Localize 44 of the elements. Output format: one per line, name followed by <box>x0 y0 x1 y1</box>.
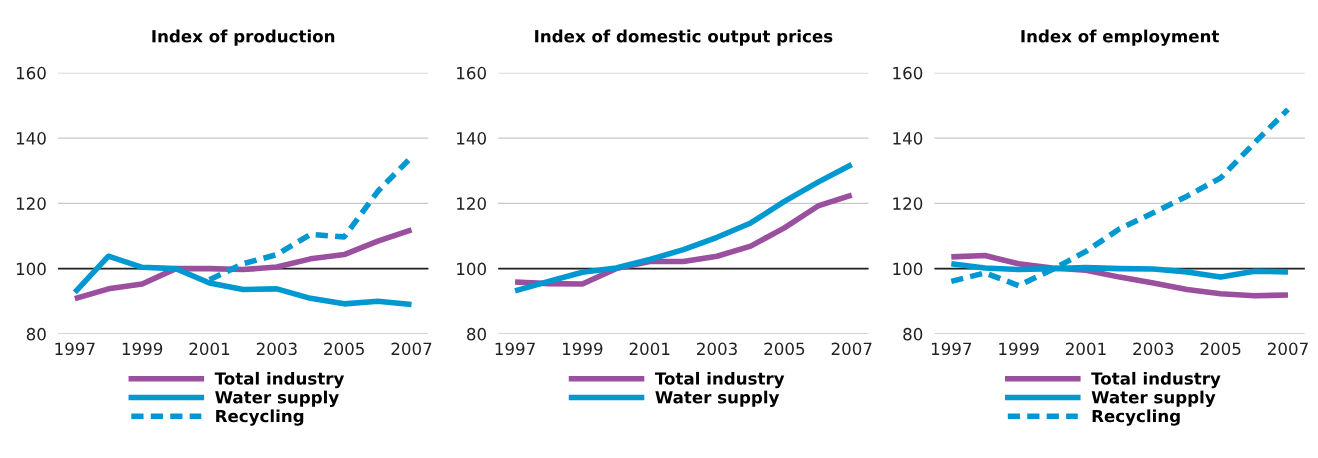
x-tick-label: 1999 <box>122 342 163 356</box>
legend-label: Total industry <box>654 371 785 389</box>
x-tick-label: 2003 <box>1133 342 1174 356</box>
x-tick-label: 1997 <box>495 342 535 356</box>
y-tick-label: 140 <box>16 132 46 145</box>
x-tick-label: 2001 <box>629 342 670 356</box>
y-tick-label: 160 <box>893 66 923 80</box>
x-tick-label: 1997 <box>55 342 95 356</box>
legend-label: Total industry <box>1091 371 1221 389</box>
y-tick-label: 140 <box>457 132 486 145</box>
y-tick-label: 80 <box>467 327 486 341</box>
legend-label: Recycling <box>1092 409 1180 426</box>
chart-title: Index of employment <box>1021 29 1219 46</box>
y-tick-label: 120 <box>893 197 923 210</box>
x-tick-label: 2007 <box>831 342 872 356</box>
x-tick-label: 1999 <box>563 342 603 356</box>
y-tick-label: 80 <box>26 327 46 341</box>
x-tick-label: 2003 <box>697 342 737 356</box>
legend-label: Water supply <box>1091 390 1216 407</box>
y-tick-label: 120 <box>457 197 486 210</box>
chart-title: Index of production <box>152 29 335 46</box>
y-tick-label: 120 <box>16 197 46 210</box>
x-tick-label: 2007 <box>1268 342 1308 356</box>
legend-label: Total industry <box>214 371 345 389</box>
x-tick-label: 2007 <box>391 342 432 356</box>
y-tick-label: 100 <box>16 262 46 276</box>
x-tick-label: 1997 <box>931 342 972 356</box>
y-tick-label: 80 <box>903 327 923 341</box>
x-tick-label: 2005 <box>764 342 805 356</box>
x-tick-label: 1999 <box>999 342 1039 356</box>
y-tick-label: 100 <box>457 262 486 276</box>
x-tick-label: 2001 <box>1065 342 1106 356</box>
x-tick-label: 2005 <box>324 342 364 356</box>
x-tick-label: 2001 <box>189 342 230 356</box>
x-tick-label: 2003 <box>256 342 297 356</box>
y-tick-label: 160 <box>16 66 46 80</box>
legend-label: Water supply <box>215 390 339 407</box>
legend-label: Water supply <box>655 390 780 407</box>
x-tick-label: 2005 <box>1200 342 1241 356</box>
y-tick-label: 160 <box>457 66 486 80</box>
y-tick-label: 140 <box>893 132 923 145</box>
y-tick-label: 100 <box>893 262 923 276</box>
chart-title: Index of domestic output prices <box>535 29 833 46</box>
legend-label: Recycling <box>216 409 304 426</box>
